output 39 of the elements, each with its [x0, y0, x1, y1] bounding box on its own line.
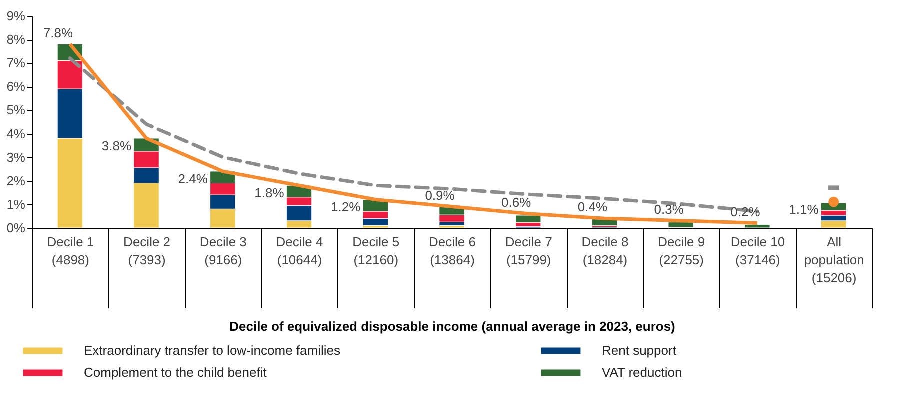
- data-label: 7.8%: [43, 25, 74, 40]
- x-tick-label: Decile 7 (15799): [505, 234, 552, 268]
- y-tick-label: 3%: [6, 150, 26, 165]
- x-tick-label: Decile 10 (37146): [730, 234, 786, 268]
- legend-label: VAT reduction: [602, 365, 682, 380]
- bar: [516, 215, 542, 223]
- y-tick-label: 9%: [6, 8, 26, 24]
- data-label: 1.8%: [254, 186, 285, 201]
- x-tick-label: All population (15206): [804, 234, 864, 286]
- data-label: 1.2%: [330, 200, 362, 215]
- y-tick-label: 1%: [6, 196, 26, 212]
- x-tick-label: Decile 1 (4898): [47, 234, 94, 268]
- x-axis-title: Decile of equivalized disposable income (annual average in 2023, euros): [230, 319, 676, 334]
- x-tick-label: Decile 9 (22755): [658, 234, 706, 268]
- y-tick-label: 6%: [6, 79, 26, 94]
- data-label: 0.9%: [425, 188, 456, 203]
- y-tick-label: 8%: [6, 32, 26, 48]
- y-tick-label: 2%: [6, 173, 26, 188]
- x-tick-label: Decile 2 (7393): [124, 234, 171, 268]
- data-label: 0.6%: [502, 194, 532, 210]
- legend-label: Complement to the child benefit: [84, 365, 268, 380]
- data-label: 3.8%: [102, 138, 132, 154]
- bar: [744, 224, 770, 228]
- y-tick-label: 0%: [6, 220, 26, 236]
- x-tick-label: Decile 5 (12160): [352, 234, 400, 268]
- x-tick-label: Decile 3 (9166): [200, 234, 247, 268]
- legend-label: Rent support: [602, 343, 677, 358]
- data-label: 0.4%: [578, 200, 608, 215]
- y-tick-label: 5%: [6, 102, 26, 118]
- y-tick-label: 7%: [6, 56, 26, 71]
- x-tick-label: Decile 8 (18284): [582, 234, 629, 268]
- data-label: 2.4%: [178, 171, 208, 186]
- x-tick-label: Decile 4 (10644): [276, 234, 324, 268]
- data-label: 1.1%: [789, 202, 820, 218]
- data-label: 0.3%: [654, 202, 684, 217]
- legend-label: Extraordinary transfer to low-income families: [84, 343, 341, 358]
- x-tick-label: Decile 6 (13864): [429, 234, 476, 268]
- bar: [668, 222, 694, 228]
- y-tick-label: 4%: [6, 126, 26, 142]
